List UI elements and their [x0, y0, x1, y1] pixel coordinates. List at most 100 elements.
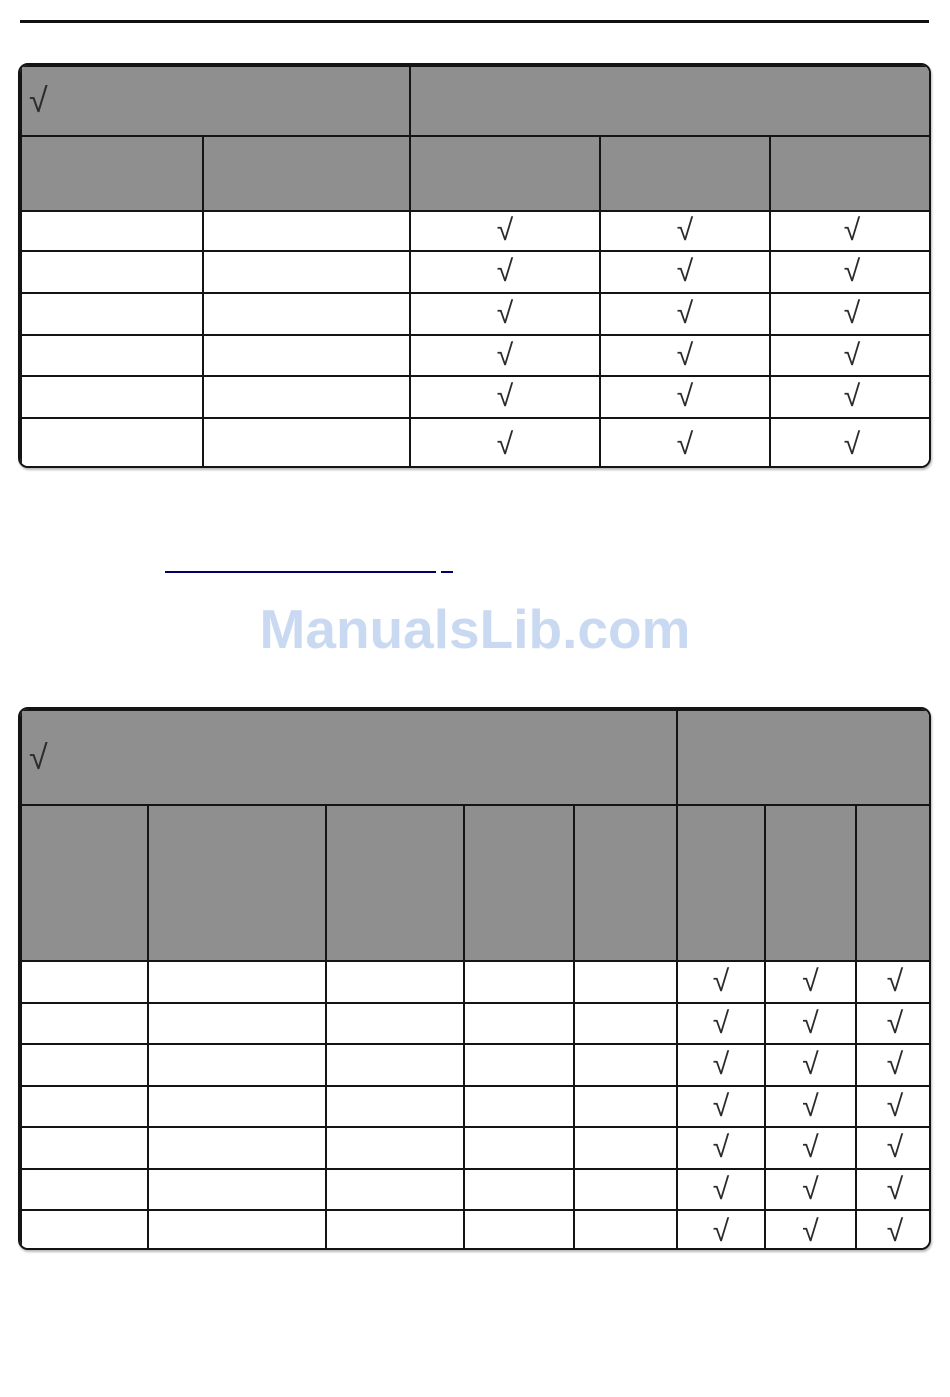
- table-1-header-group-cell-2: [409, 65, 929, 137]
- table-cell: √: [769, 375, 929, 419]
- checkmark-icon: √: [802, 1131, 819, 1164]
- checkmark-icon: √: [712, 1006, 730, 1040]
- table-cell: √: [599, 292, 772, 336]
- checkmark-icon: √: [843, 427, 861, 461]
- checkmark-icon: √: [843, 214, 861, 247]
- table-cell: [20, 1043, 149, 1087]
- table-cell: √: [409, 334, 602, 377]
- table-cell: [572, 1002, 679, 1045]
- table-2-header-cell: [676, 804, 767, 962]
- table-row: √ √ √: [20, 375, 929, 419]
- table-cell: [147, 1209, 327, 1248]
- table-2-header-cell: [572, 804, 679, 962]
- table-cell: [463, 1209, 575, 1248]
- checkmark-icon: √: [676, 427, 694, 461]
- table-cell: √: [676, 1043, 767, 1087]
- table-cell: [463, 1002, 575, 1045]
- table-cell: √: [409, 210, 602, 252]
- table-cell: [325, 1126, 465, 1170]
- table-cell: √: [599, 210, 772, 252]
- table-row: √ √ √: [20, 960, 929, 1004]
- checkmark-icon: √: [712, 1131, 730, 1164]
- checkmark-icon: √: [802, 1048, 819, 1081]
- table-cell: √: [764, 960, 858, 1004]
- table-cell: √: [764, 1043, 858, 1087]
- table-cell: [463, 1126, 575, 1170]
- table-2-header-group-cell-1: √: [20, 709, 679, 806]
- table-2-header-cell: [463, 804, 575, 962]
- checkmark-icon: √: [843, 255, 861, 288]
- table-cell: [147, 960, 327, 1004]
- checkmark-icon: √: [676, 338, 694, 372]
- checkmark-icon: √: [802, 1172, 819, 1206]
- table-cell: √: [764, 1126, 858, 1170]
- table-cell: [20, 334, 204, 377]
- table-cell: [201, 417, 412, 466]
- table-cell: [325, 960, 465, 1004]
- table-cell: √: [676, 1168, 767, 1211]
- table-cell: [147, 1085, 327, 1128]
- checkmark-icon: √: [496, 380, 514, 413]
- checkmark-icon: √: [886, 1131, 904, 1164]
- table-cell: √: [769, 334, 929, 377]
- table-cell: [325, 1002, 465, 1045]
- table-1-header-cell: [599, 135, 772, 212]
- checkmark-icon: √: [712, 1048, 730, 1081]
- checkmark-icon: √: [886, 965, 904, 998]
- checkmark-icon: √: [496, 297, 514, 330]
- checkmark-icon: √: [496, 338, 514, 372]
- table-cell: [463, 1168, 575, 1211]
- table-cell: [201, 250, 412, 294]
- checkmark-icon: √: [843, 380, 861, 413]
- table-cell: √: [764, 1209, 858, 1248]
- table-cell: [325, 1043, 465, 1087]
- checkmark-icon: √: [802, 1089, 819, 1123]
- table-1-header-cell: [409, 135, 602, 212]
- table-cell: [20, 1209, 149, 1248]
- table-cell: √: [676, 1126, 767, 1170]
- table-2-header-row: [20, 804, 929, 962]
- table-2-header-group-cell-2: [676, 709, 929, 806]
- table-cell: √: [599, 250, 772, 294]
- table-cell: [201, 292, 412, 336]
- checkmark-icon: √: [886, 1048, 904, 1081]
- table-cell: [572, 1043, 679, 1087]
- table-cell: √: [855, 1002, 929, 1045]
- table-cell: [20, 375, 204, 419]
- table-row: √ √ √: [20, 1209, 929, 1248]
- table-cell: [147, 1168, 327, 1211]
- table-2-header-cell: [764, 804, 858, 962]
- table-cell: √: [409, 417, 602, 466]
- table-cell: [20, 1168, 149, 1211]
- table-cell: [572, 960, 679, 1004]
- table-cell: √: [769, 250, 929, 294]
- table-1-header-cell: [201, 135, 412, 212]
- checkmark-icon: √: [712, 1089, 730, 1123]
- table-cell: [572, 1209, 679, 1248]
- checkmark-icon: √: [802, 965, 819, 998]
- underlined-link[interactable]: [165, 571, 436, 573]
- checkmark-icon: √: [886, 1006, 904, 1040]
- checkmark-icon: √: [712, 1172, 730, 1206]
- table-cell: [20, 417, 204, 466]
- table-row: √ √ √: [20, 292, 929, 336]
- table-cell: [20, 1126, 149, 1170]
- checkmark-icon: √: [676, 297, 694, 330]
- table-cell: √: [855, 1085, 929, 1128]
- underlined-link[interactable]: [441, 571, 453, 573]
- table-cell: [20, 1002, 149, 1045]
- table-cell: √: [855, 1126, 929, 1170]
- table-1-header-group-cell-1: √: [20, 65, 412, 137]
- table-2-header-cell: [855, 804, 929, 962]
- table-cell: [463, 960, 575, 1004]
- table-2-header-cell: [325, 804, 465, 962]
- table-cell: √: [676, 1085, 767, 1128]
- table-row: √ √ √: [20, 1002, 929, 1045]
- table-row: √ √ √: [20, 250, 929, 294]
- table-cell: √: [409, 250, 602, 294]
- table-1-header-group-row: √: [20, 65, 929, 137]
- table-row: √ √ √: [20, 417, 929, 466]
- table-cell: [20, 250, 204, 294]
- table-row: √ √ √: [20, 334, 929, 377]
